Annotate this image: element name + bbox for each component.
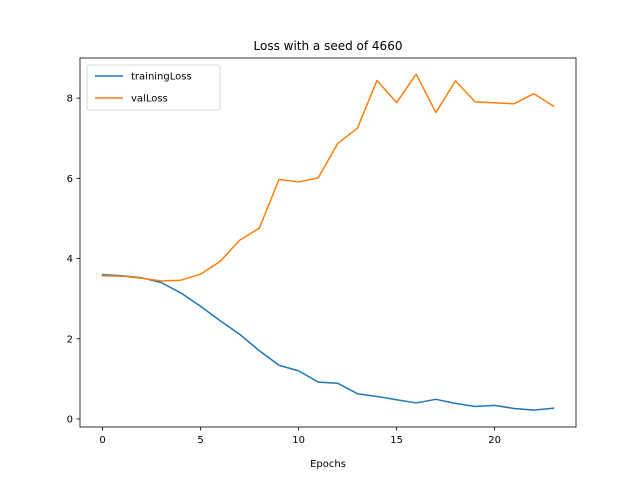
plot-area: 0 5 10 15 20 0 2 4 6 8 trainingLoss valLoss [67, 57, 577, 446]
chart-title: Loss with a seed of 4660 [254, 39, 403, 53]
x-axis-label: Epochs [310, 459, 346, 470]
series-line-valLoss [101, 73, 555, 282]
x-tick-label: 15 [390, 435, 403, 446]
legend-label-valLoss: valLoss [131, 94, 168, 105]
y-tick-label: 8 [67, 94, 73, 105]
y-tick-label: 0 [67, 414, 73, 425]
y-tick-label: 6 [67, 174, 73, 185]
legend-label-trainingLoss: trainingLoss [131, 72, 192, 83]
y-tick-label: 4 [67, 254, 73, 265]
x-tick-label: 20 [488, 435, 501, 446]
x-tick-label: 10 [292, 435, 305, 446]
y-tick-label: 2 [67, 334, 73, 345]
axes-frame [79, 57, 577, 428]
x-tick-label: 0 [99, 435, 105, 446]
series-line-trainingLoss [101, 273, 555, 411]
x-tick-label: 5 [197, 435, 203, 446]
